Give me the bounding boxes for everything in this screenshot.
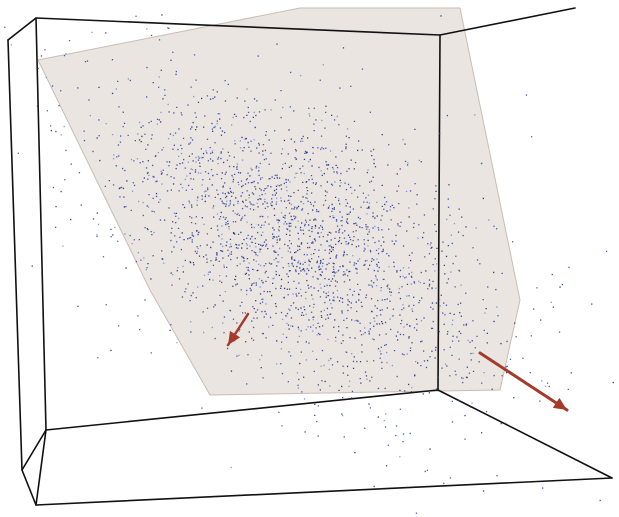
box-edge: [7, 39, 23, 471]
box-edge: [7, 17, 37, 41]
box-edge: [35, 17, 47, 431]
direction-arrows: [226, 312, 569, 412]
box-edge: [35, 429, 47, 506]
fitted-plane: [37, 7, 521, 396]
box-edge: [439, 7, 576, 36]
bounding-box-front-edges: [7, 17, 613, 506]
principal-direction-arrow: [478, 351, 569, 412]
box-edge: [21, 429, 47, 471]
box-edge: [35, 17, 441, 36]
bounding-box-back-edges: [35, 7, 613, 479]
box-edge: [35, 477, 613, 506]
box-edge: [437, 34, 441, 391]
box-edge: [45, 389, 439, 431]
secondary-direction-arrow: [226, 312, 250, 347]
box-edge: [437, 389, 613, 479]
box-edge: [21, 469, 37, 506]
